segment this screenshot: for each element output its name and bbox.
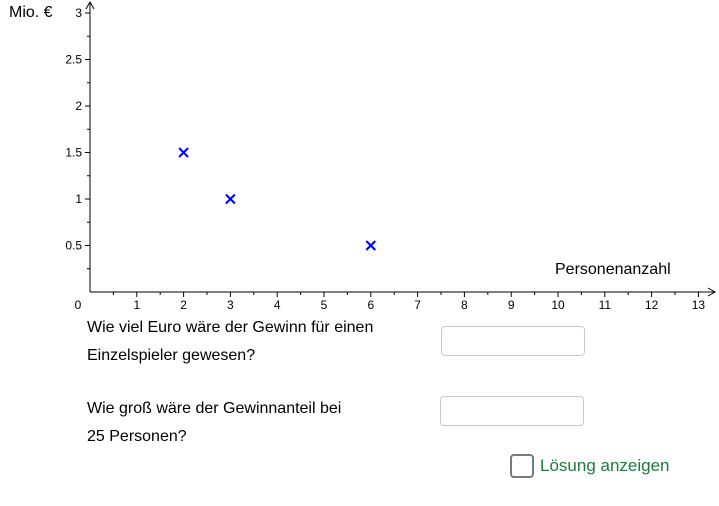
y-axis-unit-label: Mio. € [9,4,53,21]
question-1-line-2: Einzelspieler gewesen? [87,347,256,364]
x-tick-label: 7 [414,298,421,312]
x-tick-label: 10 [551,298,565,312]
x-axis-arrow [707,287,717,297]
answer-input-1[interactable] [441,326,585,356]
question-2: Wie groß wäre der Gewinnanteil bei 25 Pe… [87,395,427,451]
answer-input-2[interactable] [440,396,584,426]
y-tick-label: 1.5 [65,146,82,160]
x-tick-label: 1 [133,298,140,312]
data-point [178,147,189,158]
x-tick-label: 11 [599,298,612,312]
x-tick-label: 5 [321,298,328,312]
data-point [365,240,377,251]
scatter-chart: 1 2 3 4 5 6 7 8 9 10 11 12 130.511.522.530 [65,0,717,312]
x-tick-label: 9 [508,298,515,312]
x-tick-label: 12 [645,298,659,312]
y-tick-label: 2.5 [65,53,82,67]
x-tick-label: 3 [227,298,234,312]
x-tick-label: 2 [180,298,187,312]
question-2-line-1: Wie groß wäre der Gewinnanteil bei [87,400,342,417]
x-tick-label: 4 [274,298,281,312]
x-tick-label: 13 [692,298,706,312]
y-tick-label: 2 [75,99,82,113]
x-tick-label: 6 [367,298,374,312]
solution-toggle[interactable]: Lösung anzeigen [510,454,670,478]
y-tick-label: 3 [75,6,82,20]
data-point [225,193,236,205]
x-axis-label: Personenanzahl [555,261,671,278]
y-tick-label: 0.5 [65,239,82,253]
solution-checkbox[interactable] [510,454,534,478]
y-tick-label: 1 [75,192,82,206]
y-axis-arrow [85,0,95,10]
question-1: Wie viel Euro wäre der Gewinn für einen … [87,314,427,370]
question-2-line-2: 25 Personen? [87,428,187,445]
question-1-line-1: Wie viel Euro wäre der Gewinn für einen [87,319,374,336]
solution-toggle-label: Lösung anzeigen [540,456,670,475]
x-tick-label: 8 [461,298,468,312]
origin-label: 0 [75,298,82,312]
